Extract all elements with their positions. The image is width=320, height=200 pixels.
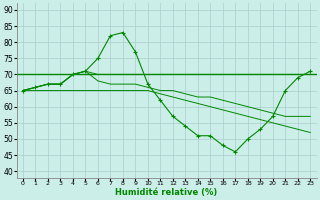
X-axis label: Humidité relative (%): Humidité relative (%) (116, 188, 218, 197)
